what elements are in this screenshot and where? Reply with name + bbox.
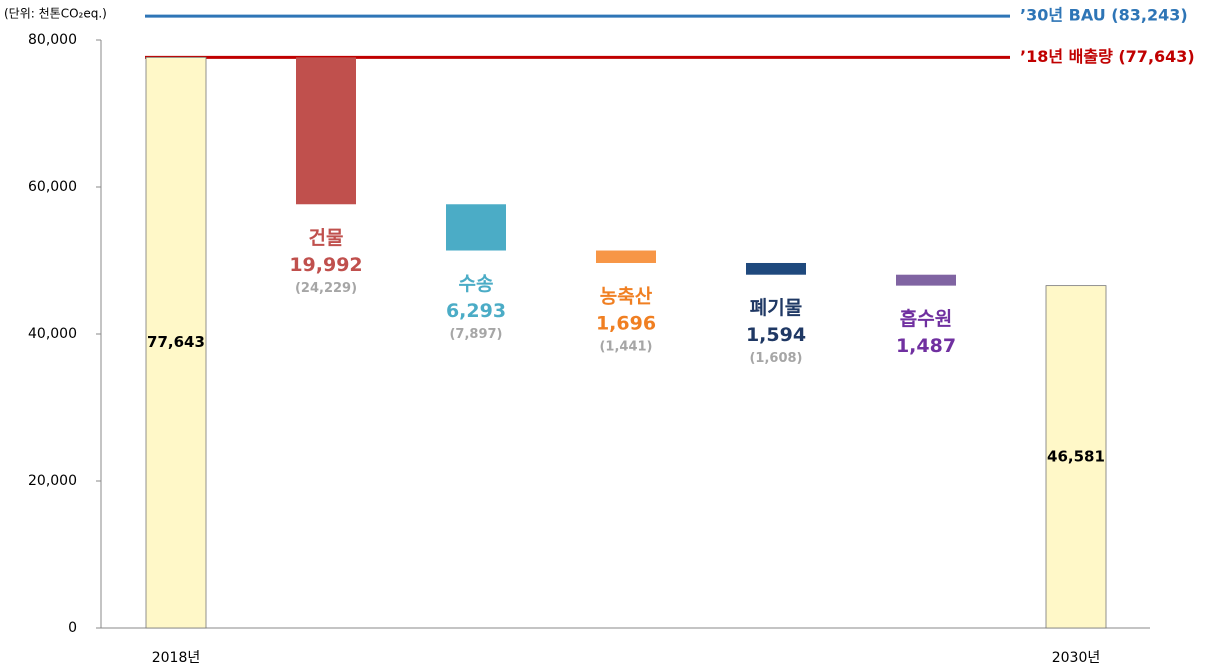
reference-value-label: (7,897) <box>449 327 502 342</box>
y-tick-label: 20,000 <box>28 473 77 489</box>
x-tick-label: 2018년 <box>152 650 201 666</box>
value-label: 19,992 <box>289 254 362 276</box>
value-label: 1,696 <box>596 312 656 334</box>
reference-label: ’30년 BAU (83,243) <box>1020 6 1188 25</box>
bar <box>746 262 806 275</box>
bar <box>446 204 506 251</box>
bar <box>896 274 956 286</box>
y-tick-label: 40,000 <box>28 326 77 342</box>
category-label: 농축산 <box>600 285 653 307</box>
value-label: 77,643 <box>147 333 205 351</box>
category-label: 흡수원 <box>900 307 952 330</box>
category-label: 건물 <box>309 227 344 249</box>
bar <box>296 57 356 205</box>
reference-value-label: (1,608) <box>749 351 802 366</box>
reference-value-label: (1,441) <box>599 339 652 354</box>
y-tick-label: 0 <box>68 620 77 636</box>
value-label: 6,293 <box>446 300 506 322</box>
value-label: 46,581 <box>1047 447 1105 465</box>
bar <box>145 56 207 629</box>
y-tick-label: 80,000 <box>28 32 77 48</box>
reference-label: ’18년 배출량 (77,643) <box>1020 47 1195 66</box>
x-tick-label: 2030년 <box>1052 650 1101 666</box>
reference-value-label: (24,229) <box>295 281 357 296</box>
bar <box>1045 285 1107 629</box>
unit-label: (단위: 천톤CO₂eq.) <box>4 6 107 21</box>
category-label: 폐기물 <box>750 297 802 319</box>
value-label: 1,487 <box>896 335 956 357</box>
bar <box>596 250 656 263</box>
y-tick-label: 60,000 <box>28 179 77 195</box>
category-label: 수송 <box>459 273 494 295</box>
value-label: 1,594 <box>746 324 806 346</box>
